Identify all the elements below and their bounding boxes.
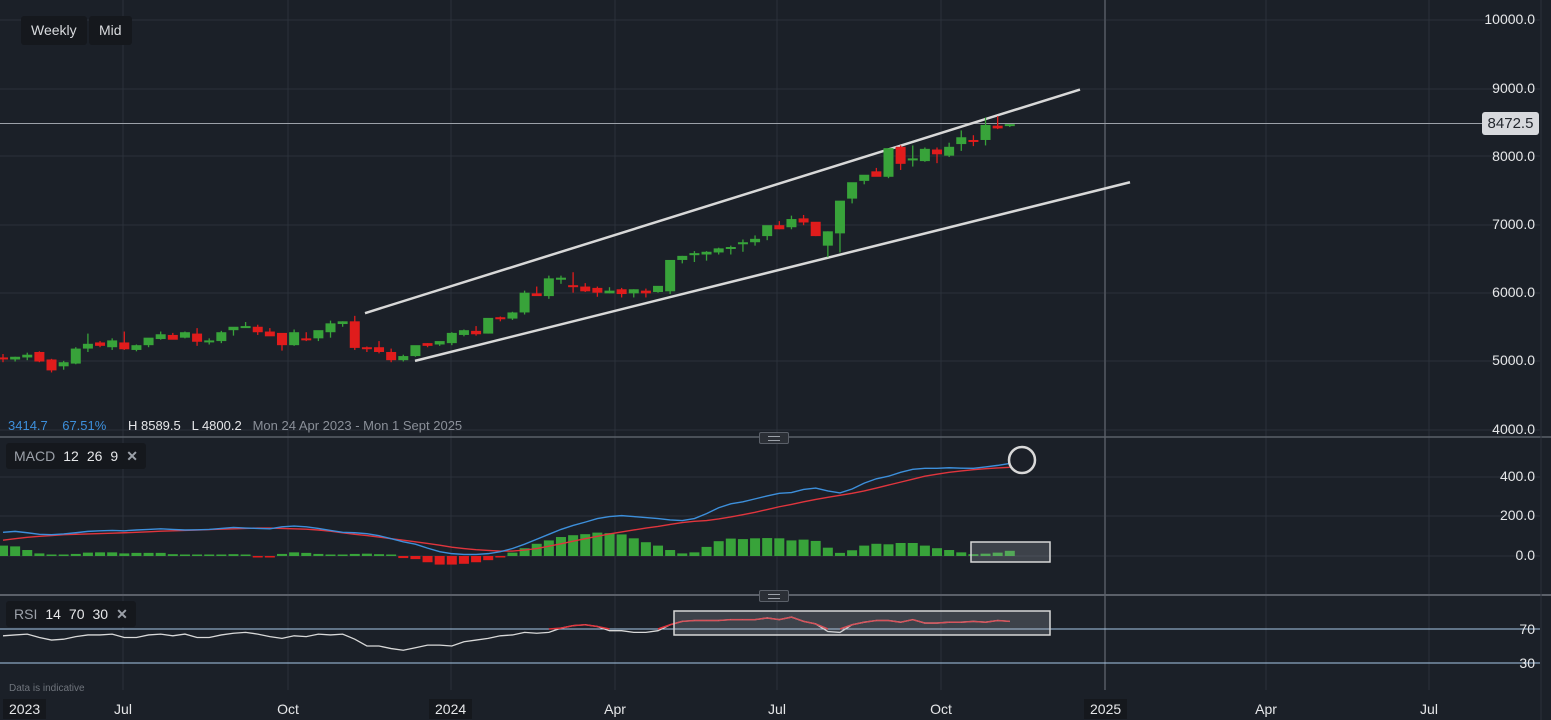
- macd-name: MACD: [14, 448, 56, 464]
- macd-label[interactable]: MACD 12 26 9 ✕: [6, 443, 146, 469]
- rsi-lower: 30: [92, 606, 109, 622]
- rsi-period: 14: [45, 606, 61, 622]
- price-legend: 3414.7 67.51% H 8589.5 L 4800.2 Mon 24 A…: [8, 418, 462, 433]
- close-icon[interactable]: ✕: [116, 606, 128, 622]
- rsi-axis-label: 30: [1519, 655, 1535, 671]
- rsi-name: RSI: [14, 606, 38, 622]
- date-range: Mon 24 Apr 2023 - Mon 1 Sept 2025: [252, 418, 463, 433]
- price-axis-label: 4000.0: [1492, 421, 1535, 437]
- high-value: H 8589.5: [127, 418, 181, 433]
- interval-selector[interactable]: Weekly: [21, 16, 87, 45]
- change-percent: 67.51%: [62, 418, 107, 433]
- price-axis-label: 8000.0: [1492, 148, 1535, 164]
- macd-axis-label: 400.0: [1499, 468, 1535, 484]
- price-type-selector[interactable]: Mid: [89, 16, 132, 45]
- pane-resize-handle[interactable]: [759, 432, 789, 444]
- macd-pane: [0, 445, 1051, 565]
- trend-channel[interactable]: [364, 88, 1131, 363]
- price-axis-label: 10000.0: [1484, 11, 1535, 27]
- time-axis-label: Apr: [1255, 701, 1277, 717]
- change-value: 3414.7: [8, 418, 48, 433]
- time-axis-label: Apr: [604, 701, 626, 717]
- price-axis-label: 6000.0: [1492, 284, 1535, 300]
- macd-signal: 9: [110, 448, 119, 464]
- time-axis-label: Oct: [277, 701, 299, 717]
- rsi-axis-label: 70: [1519, 621, 1535, 637]
- rsi-upper: 70: [68, 606, 85, 622]
- rsi-pane: [0, 610, 1540, 664]
- macd-slow: 26: [86, 448, 103, 464]
- time-axis-label: Jul: [114, 701, 132, 717]
- macd-fast: 12: [63, 448, 79, 464]
- macd-axis-label: 0.0: [1515, 547, 1535, 563]
- price-axis-label: 9000.0: [1492, 80, 1535, 96]
- current-price-tag: 8472.5: [1482, 112, 1539, 135]
- time-axis-label: Jul: [1420, 701, 1438, 717]
- pane-resize-handle[interactable]: [759, 590, 789, 602]
- rsi-label[interactable]: RSI 14 70 30 ✕: [6, 601, 136, 627]
- macd-axis-label: 200.0: [1499, 507, 1535, 523]
- time-axis-label: Jul: [768, 701, 786, 717]
- price-axis-label: 7000.0: [1492, 216, 1535, 232]
- time-axis-label: Oct: [930, 701, 952, 717]
- candlestick-series: [0, 116, 1015, 373]
- time-axis-label: 2025: [1084, 699, 1128, 719]
- time-axis-label: 2023: [3, 699, 47, 719]
- low-value: L 4800.2: [191, 418, 242, 433]
- time-axis-label: 2024: [429, 699, 473, 719]
- close-icon[interactable]: ✕: [126, 448, 138, 464]
- price-axis-label: 5000.0: [1492, 352, 1535, 368]
- disclaimer: Data is indicative: [9, 683, 85, 694]
